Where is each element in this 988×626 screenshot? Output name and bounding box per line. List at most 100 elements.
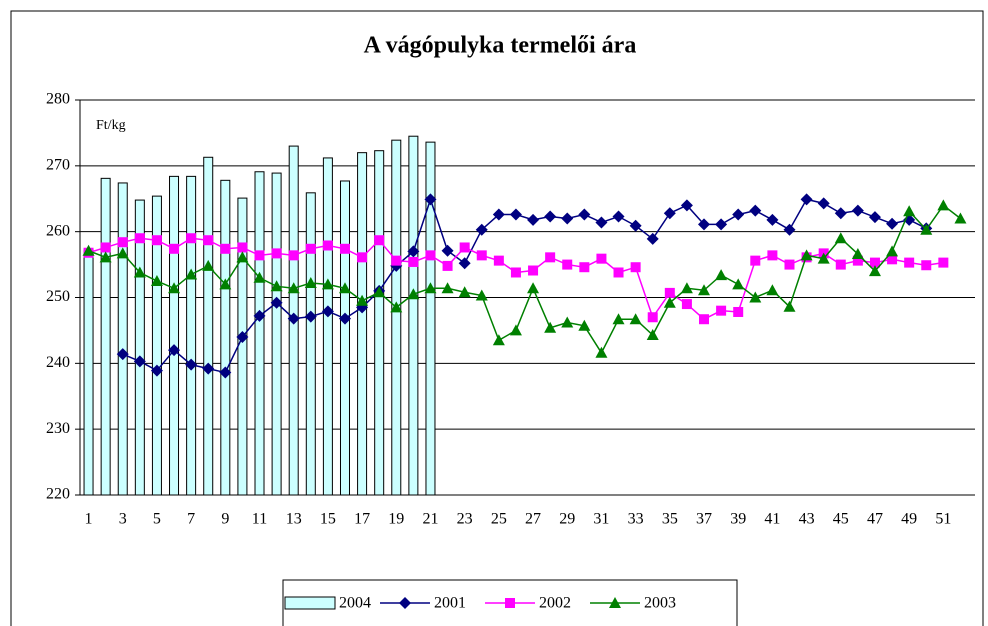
series-marker <box>904 257 915 268</box>
series-marker <box>441 282 454 294</box>
series-marker <box>680 282 693 294</box>
series-marker <box>509 324 522 336</box>
series-marker <box>458 286 471 298</box>
series-marker <box>219 366 232 379</box>
series-marker <box>476 250 487 261</box>
series-marker <box>459 242 470 253</box>
series-marker <box>715 269 728 281</box>
series-marker <box>561 212 574 225</box>
series-marker <box>766 213 779 226</box>
bar <box>305 192 316 496</box>
series-marker <box>202 362 215 375</box>
series-marker <box>168 282 181 294</box>
series-marker <box>424 193 437 206</box>
bar <box>391 139 402 496</box>
series-marker <box>766 284 779 296</box>
y-tick-label: 260 <box>46 222 70 239</box>
series-marker <box>629 313 642 325</box>
series-marker <box>407 288 420 300</box>
series-marker <box>527 282 540 294</box>
series-marker <box>117 237 128 248</box>
bar <box>254 171 265 496</box>
series-marker <box>868 265 881 277</box>
series-marker <box>749 204 762 217</box>
series-marker <box>921 260 932 271</box>
bar <box>339 180 350 496</box>
series-marker <box>646 329 659 341</box>
series-marker <box>596 253 607 264</box>
legend-swatch <box>284 596 336 610</box>
bar <box>117 182 128 496</box>
series-marker <box>629 219 642 232</box>
series-marker <box>270 280 283 292</box>
x-tick-label: 43 <box>799 511 815 528</box>
series-line <box>122 197 927 374</box>
series-marker <box>698 218 711 231</box>
series-marker <box>509 208 522 221</box>
series-marker <box>151 235 162 246</box>
series-marker <box>186 233 197 244</box>
series-marker <box>835 259 846 270</box>
series-marker <box>903 205 916 217</box>
x-tick-label: 23 <box>457 511 473 528</box>
series-marker <box>732 208 745 221</box>
y-tick-label: 230 <box>46 420 70 437</box>
series-marker <box>492 334 505 346</box>
x-tick-label: 35 <box>662 511 678 528</box>
series-marker <box>424 282 437 294</box>
series-marker <box>220 243 231 254</box>
series-marker <box>150 364 163 377</box>
series-marker <box>357 252 368 263</box>
x-tick-label: 21 <box>422 511 438 528</box>
series-marker <box>185 268 198 280</box>
x-tick-label: 3 <box>119 511 127 528</box>
series-marker <box>237 242 248 253</box>
series-marker <box>834 207 847 220</box>
series-marker <box>408 256 419 267</box>
series-marker <box>322 240 333 251</box>
series-marker <box>203 235 214 246</box>
bar <box>134 199 145 496</box>
series-marker <box>595 216 608 229</box>
x-tick-label: 27 <box>525 511 541 528</box>
x-tick-label: 17 <box>354 511 370 528</box>
legend-marker <box>399 597 411 609</box>
series-marker <box>715 218 728 231</box>
series-marker <box>664 287 675 298</box>
series-marker <box>475 289 488 301</box>
x-tick-label: 31 <box>593 511 609 528</box>
series-marker <box>767 250 778 261</box>
series-marker <box>817 252 830 264</box>
series-marker <box>253 309 266 322</box>
series-marker <box>851 204 864 217</box>
series-marker <box>134 233 145 244</box>
series-marker <box>800 193 813 206</box>
series-marker <box>579 262 590 273</box>
series-marker <box>493 255 504 266</box>
bar <box>186 175 197 496</box>
series-marker <box>321 305 334 318</box>
series-marker <box>869 257 880 268</box>
series-marker <box>100 242 111 253</box>
series-marker <box>304 310 317 323</box>
y-axis-label: Ft/kg <box>96 118 126 133</box>
series-marker <box>578 208 591 221</box>
x-tick-label: 25 <box>491 511 507 528</box>
y-tick-label: 240 <box>46 354 70 371</box>
series-marker <box>716 305 727 316</box>
series-marker <box>407 245 420 258</box>
bar <box>169 175 180 496</box>
series-marker <box>99 251 112 263</box>
series-marker <box>219 278 232 290</box>
series-marker <box>783 300 796 312</box>
series-marker <box>305 243 316 254</box>
x-tick-label: 11 <box>252 511 267 528</box>
series-marker <box>169 243 180 254</box>
series-marker <box>663 296 676 308</box>
series-marker <box>271 248 282 259</box>
legend-label: 2001 <box>434 595 466 612</box>
series-marker <box>562 259 573 270</box>
series-marker <box>613 267 624 278</box>
bar <box>203 156 214 496</box>
